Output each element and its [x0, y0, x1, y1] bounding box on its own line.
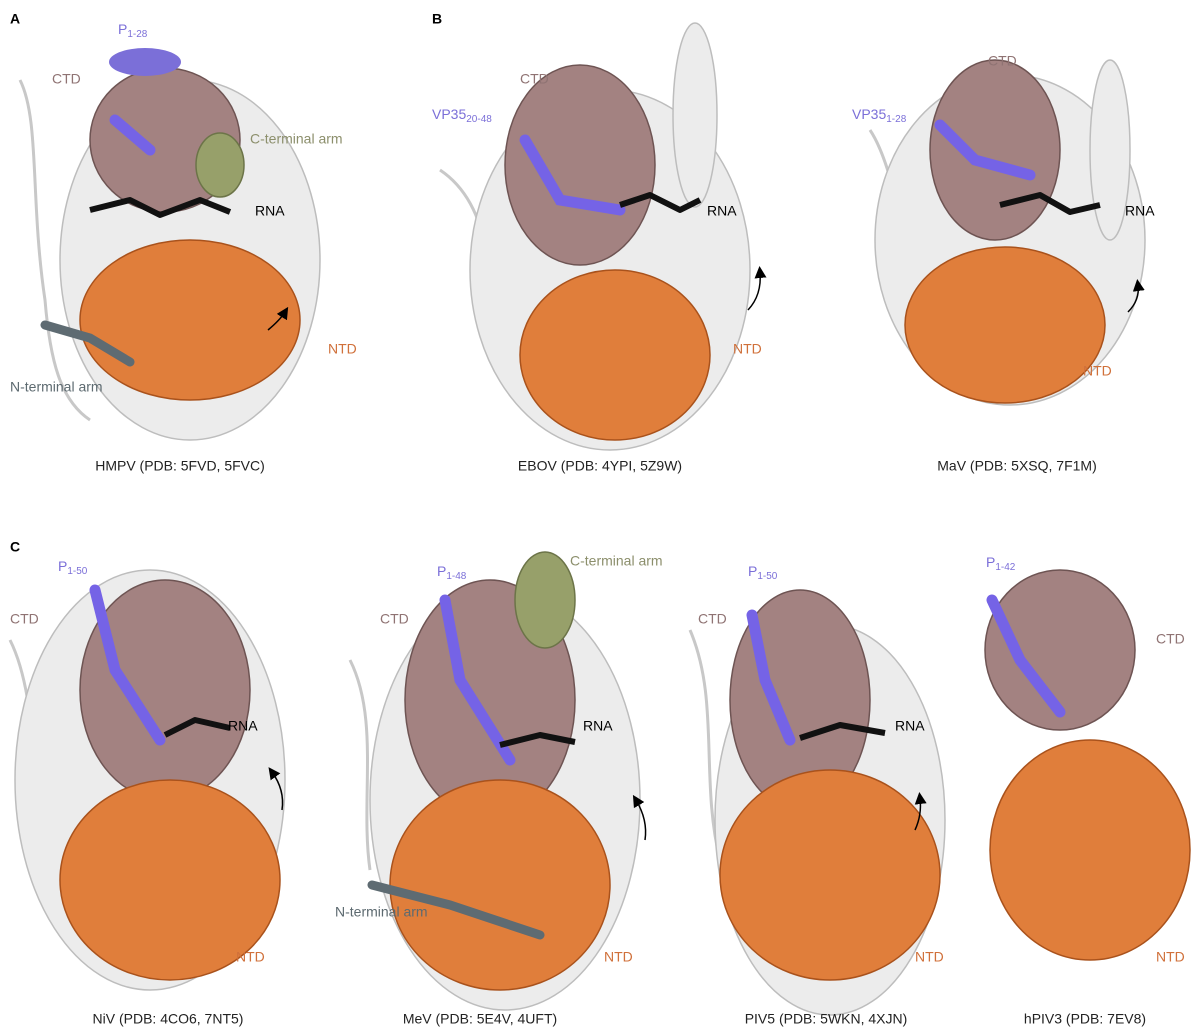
p-label: P1-28: [118, 21, 148, 40]
ntd-label: NTD: [915, 949, 944, 965]
structure-ebov: [440, 23, 760, 450]
p-label-sub: 1-50: [757, 571, 777, 582]
vp35-label: VP3520-48: [432, 106, 492, 125]
vp35-label: VP351-28: [852, 106, 907, 125]
ctd-label: CTD: [520, 71, 549, 87]
rna-label: RNA: [1125, 203, 1155, 219]
p-label-sub: 1-42: [995, 562, 1015, 573]
structure-niv: [10, 570, 285, 990]
structure-piv5: [690, 590, 945, 1015]
vp35-label-base: VP35: [432, 106, 466, 122]
p-label: P1-50: [58, 558, 88, 577]
caption: MaV (PDB: 5XSQ, 7F1M): [937, 458, 1096, 474]
structure-mav: [870, 60, 1145, 405]
ntd-label: NTD: [604, 949, 633, 965]
p-label-sub: 1-50: [67, 566, 87, 577]
ctd-label: CTD: [52, 71, 81, 87]
vp35-label-sub: 20-48: [466, 114, 492, 125]
ntd-label: NTD: [236, 949, 265, 965]
ctd-label: CTD: [1156, 631, 1185, 647]
p-label-sub: 1-48: [446, 571, 466, 582]
rna-label: RNA: [707, 203, 737, 219]
rna-label: RNA: [895, 718, 925, 734]
p-label: P1-42: [986, 554, 1016, 573]
p-label-sub: 1-28: [127, 29, 147, 40]
caption: HMPV (PDB: 5FVD, 5FVC): [95, 458, 265, 474]
caption: MeV (PDB: 5E4V, 4UFT): [403, 1011, 557, 1027]
rna-label: RNA: [255, 203, 285, 219]
c-terminal-arm-label: C-terminal arm: [570, 553, 663, 569]
n-terminal-arm-label: N-terminal arm: [10, 379, 103, 395]
c-terminal-arm-label: C-terminal arm: [250, 131, 343, 147]
rna-label: RNA: [583, 718, 613, 734]
ntd-label: NTD: [1156, 949, 1185, 965]
ctd-label: CTD: [10, 611, 39, 627]
p-label: P1-50: [748, 563, 778, 582]
n-terminal-arm-label: N-terminal arm: [335, 904, 428, 920]
panel-label: B: [432, 11, 442, 27]
vp35-label-base: VP35: [852, 106, 886, 122]
caption: EBOV (PDB: 4YPI, 5Z9W): [518, 458, 682, 474]
panel-label: C: [10, 539, 20, 555]
structure-hpiv3: [985, 570, 1190, 960]
ctd-label: CTD: [988, 53, 1017, 69]
ntd-label: NTD: [733, 341, 762, 357]
caption: NiV (PDB: 4CO6, 7NT5): [93, 1011, 244, 1027]
p-label-base: P: [58, 558, 67, 574]
ntd-label: NTD: [328, 341, 357, 357]
panel-label: A: [10, 11, 20, 27]
p-label-base: P: [986, 554, 995, 570]
p-label-base: P: [437, 563, 446, 579]
p-label-base: P: [118, 21, 127, 37]
p-label-base: P: [748, 563, 757, 579]
p-label: P1-48: [437, 563, 467, 582]
rna-label: RNA: [228, 718, 258, 734]
figure: A B C P1-28 CTD C-terminal arm RNA NTD N…: [0, 0, 1198, 1030]
ntd-label: NTD: [1083, 363, 1112, 379]
caption: PIV5 (PDB: 5WKN, 4XJN): [745, 1011, 908, 1027]
ctd-label: CTD: [698, 611, 727, 627]
vp35-label-sub: 1-28: [886, 114, 906, 125]
ctd-label: CTD: [380, 611, 409, 627]
caption: hPIV3 (PDB: 7EV8): [1024, 1011, 1146, 1027]
